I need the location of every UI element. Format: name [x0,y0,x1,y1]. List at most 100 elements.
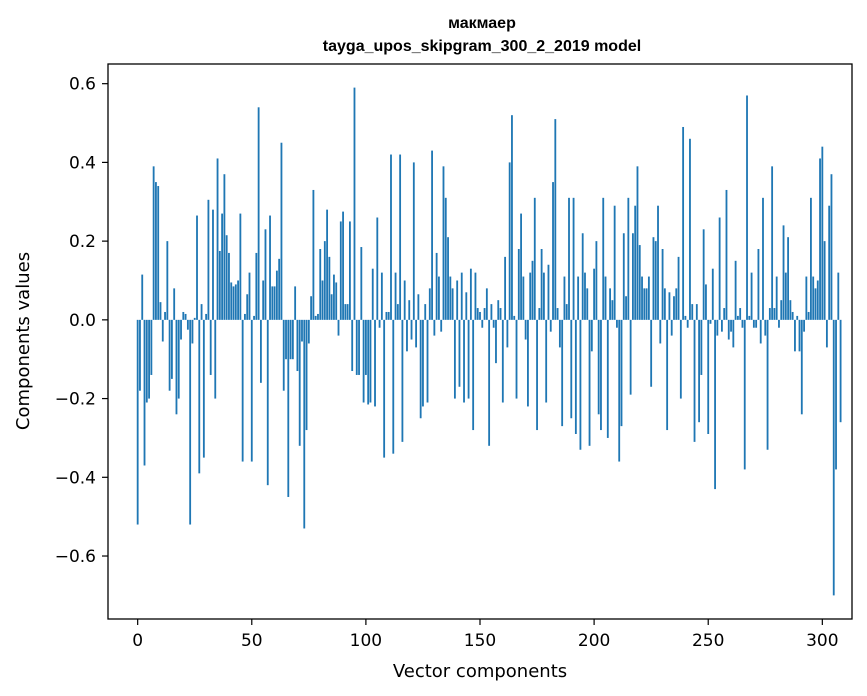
bar [613,205,616,320]
bar [271,286,274,320]
bar [517,249,520,320]
bar [570,319,573,419]
bar [732,319,735,348]
bar [412,162,415,320]
bar [538,308,541,320]
bar [364,319,367,375]
bar [709,319,712,324]
bar [675,288,678,320]
bar [616,319,618,328]
bar [358,319,360,375]
bar [823,241,826,320]
bar [280,142,283,320]
x-axis-ticks: 0 50 100 150 200 250 300 [132,619,839,651]
bar [266,319,269,486]
bar [232,286,235,320]
bar [527,319,529,407]
bar [536,319,538,431]
bar [323,241,326,320]
bar [218,250,221,320]
bar [228,252,230,320]
bar [789,300,792,320]
bar [739,308,742,320]
bar [362,319,365,403]
bar [312,189,315,320]
bar [444,197,447,320]
bar [837,272,840,320]
bar [577,276,580,320]
bar [472,319,475,431]
bar [746,95,748,320]
bar [168,319,171,391]
bar [604,276,607,320]
bar [766,319,769,450]
bar [800,319,803,415]
bar [707,319,710,434]
bar [483,308,486,320]
plot-frame [107,63,853,620]
bar [743,319,746,470]
bar [506,319,509,348]
bar [193,317,196,320]
bar [330,294,333,320]
bar [465,292,468,320]
bar [663,288,666,320]
y-tick-label: 0.0 [69,311,96,331]
bar [184,313,187,320]
bar [351,319,354,372]
bar [438,276,440,320]
bar [371,268,374,320]
x-tick-label: 250 [692,631,724,651]
bar [659,319,662,344]
bar [759,319,762,344]
bar [568,197,570,320]
bar [310,296,313,320]
bar [451,288,454,320]
bar [782,225,785,320]
bar [241,319,244,462]
bar [835,319,837,470]
bar [433,319,436,336]
bar [771,166,774,320]
bar [166,241,169,320]
bar [314,315,317,320]
bar [287,319,290,497]
bar [670,319,673,336]
bar [600,319,602,431]
bar [401,319,404,442]
bar [481,319,484,328]
bar [821,146,824,320]
bar [453,319,456,399]
bar [180,319,182,340]
bar [264,229,267,320]
bar [698,319,701,423]
bar [549,319,552,332]
bar [561,319,564,427]
bar [419,319,422,419]
bar [805,276,808,320]
bar [296,319,299,372]
bar [787,237,790,320]
bar [139,319,141,391]
bar [244,313,246,320]
bar [542,272,545,320]
bar [504,256,507,320]
bar [155,182,157,320]
bar [807,311,810,320]
bar [259,319,262,383]
bar [721,319,723,332]
bar [508,162,511,320]
bar [574,319,577,434]
bar [390,154,392,320]
bar [718,217,721,320]
bar [431,150,433,320]
bar [182,311,185,320]
bar [170,319,173,379]
bar [565,304,568,320]
bar [378,319,381,328]
bar [255,252,258,320]
bar [248,272,251,320]
bar [442,166,445,320]
bar [773,308,776,320]
bar [207,199,210,320]
